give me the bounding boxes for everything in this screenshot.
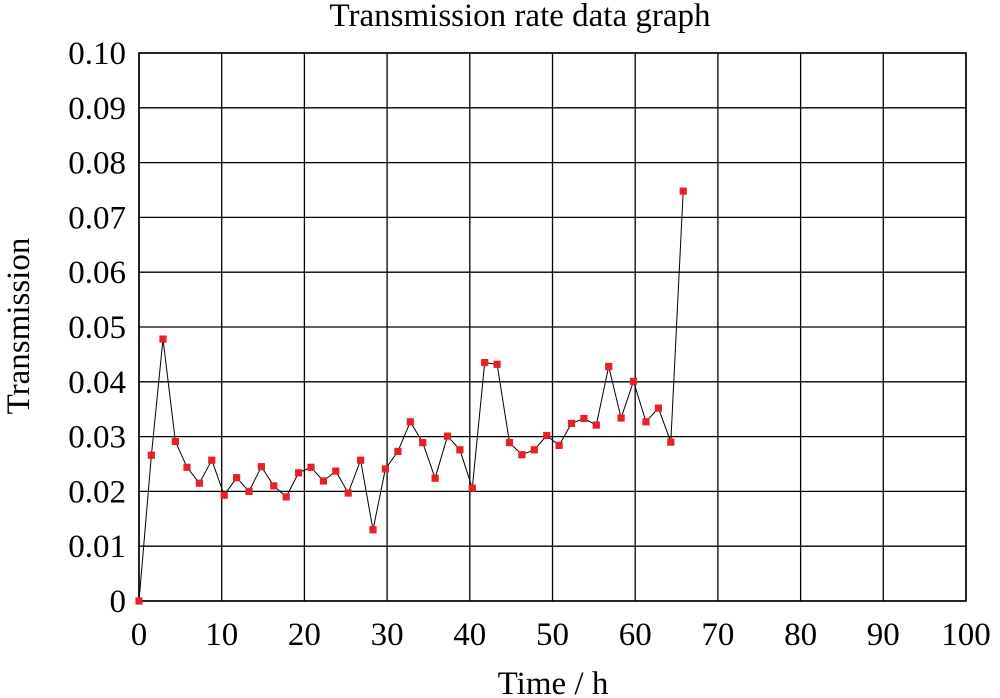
- chart-title: Transmission rate data graph: [330, 0, 711, 34]
- x-axis-label: Time / h: [498, 666, 609, 698]
- data-point: [233, 474, 241, 482]
- data-point: [381, 465, 389, 473]
- data-point: [443, 432, 452, 440]
- data-point: [257, 463, 265, 471]
- data-point: [642, 418, 650, 426]
- x-tick-label: 100: [941, 617, 991, 653]
- data-point: [220, 491, 228, 499]
- x-tick-label: 80: [784, 617, 817, 653]
- x-tick-label: 90: [867, 617, 900, 653]
- x-tick-label: 10: [205, 617, 238, 653]
- x-tick-label: 60: [619, 617, 652, 653]
- data-point: [518, 451, 526, 459]
- plot-frame: [138, 52, 967, 602]
- series-line: [138, 191, 684, 602]
- data-point: [357, 456, 365, 464]
- y-tick-label: 0.02: [68, 474, 126, 510]
- data-point: [183, 463, 191, 471]
- x-axis-ticks: 0 10 20 30 40 50 60 70 80 90 100: [131, 617, 991, 653]
- data-point: [369, 526, 377, 534]
- data-point: [605, 362, 613, 371]
- data-point: [679, 187, 687, 195]
- data-point: [493, 360, 501, 368]
- y-tick-label: 0.07: [68, 200, 126, 236]
- data-point: [245, 487, 253, 495]
- data-point: [394, 447, 402, 455]
- data-point: [592, 421, 600, 429]
- data-point: [555, 441, 563, 449]
- data-point: [419, 439, 427, 447]
- data-point: [431, 474, 439, 482]
- data-point: [629, 377, 638, 385]
- y-tick-label: 0: [110, 584, 127, 620]
- data-point: [195, 479, 203, 487]
- y-tick-label: 0.09: [68, 91, 126, 127]
- x-tick-label: 50: [536, 617, 569, 653]
- data-point: [456, 446, 464, 454]
- y-tick-label: 0.08: [68, 146, 126, 182]
- data-point: [332, 467, 340, 475]
- y-axis-label: Transmission: [1, 238, 37, 415]
- y-tick-label: 0.05: [68, 310, 126, 346]
- data-point: [295, 469, 303, 477]
- data-point: [468, 484, 476, 492]
- grid: [138, 52, 967, 602]
- y-tick-label: 0.03: [68, 420, 126, 456]
- data-point: [530, 446, 538, 454]
- y-tick-label: 0.01: [68, 529, 126, 565]
- data-point: [307, 463, 315, 471]
- y-axis-ticks: 0 0.01 0.02 0.03 0.04 0.05 0.06 0.07 0.08 0.09 0.1…: [68, 36, 126, 620]
- x-tick-label: 40: [453, 617, 486, 653]
- data-point: [171, 437, 179, 446]
- y-tick-label: 0.10: [68, 36, 126, 72]
- x-tick-label: 30: [371, 617, 404, 653]
- data-point: [580, 414, 588, 423]
- data-point: [270, 482, 278, 490]
- x-tick-label: 0: [131, 617, 148, 653]
- x-tick-label: 70: [701, 617, 734, 653]
- data-point: [543, 431, 551, 440]
- x-tick-label: 20: [288, 617, 321, 653]
- y-tick-label: 0.04: [68, 365, 126, 401]
- data-point: [505, 439, 514, 447]
- data-point: [319, 477, 327, 485]
- data-point: [617, 414, 625, 422]
- data-points: [135, 187, 687, 605]
- y-tick-label: 0.06: [68, 255, 126, 291]
- data-point: [208, 456, 216, 464]
- data-point: [406, 418, 414, 426]
- data-point: [481, 359, 489, 367]
- data-point: [654, 404, 662, 412]
- data-point: [282, 493, 290, 501]
- data-point: [567, 419, 576, 427]
- data-point: [667, 438, 675, 446]
- data-point: [159, 335, 167, 343]
- data-point: [344, 489, 352, 497]
- data-point: [147, 451, 155, 459]
- data-point: [135, 597, 143, 605]
